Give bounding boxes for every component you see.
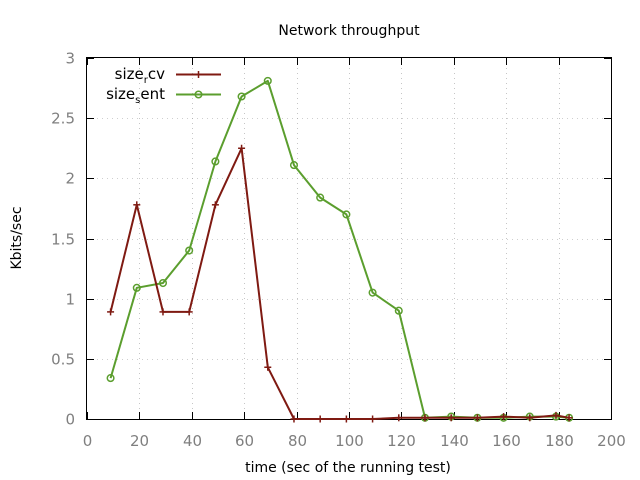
x-tick-label: 60 [235, 432, 254, 450]
x-tick-label: 20 [130, 432, 149, 450]
x-axis-title: time (sec of the running test) [245, 460, 451, 476]
data-point-size_rcv [211, 201, 219, 209]
data-point-size_rcv [185, 308, 193, 316]
y-tick-label: 2.5 [51, 110, 75, 128]
data-point-size_rcv [421, 414, 429, 422]
y-tick-label: 1.5 [51, 231, 75, 249]
data-point-size_rcv [369, 415, 377, 423]
x-tick-label: 200 [597, 432, 626, 450]
legend-entry-size_rcv: sizercv [115, 65, 221, 86]
data-point-size_rcv [133, 201, 141, 209]
data-point-size_rcv [316, 415, 324, 423]
x-tick-label: 40 [183, 432, 202, 450]
data-point-size_rcv [107, 308, 115, 316]
y-tick-label: 0 [65, 411, 75, 429]
legend-swatch-marker [194, 90, 203, 99]
data-point-size_rcv [565, 414, 573, 422]
data-point-size_rcv [395, 414, 403, 422]
y-tick-label: 3 [65, 50, 75, 68]
y-tick-label: 2 [65, 170, 75, 188]
x-tick-label: 80 [288, 432, 307, 450]
series-size_sent [106, 76, 574, 422]
axis-ticks: 0 20 40 60 80 100 120 140 160 180 200 0 0.5 1 1.5 2 2.5 3 [51, 50, 626, 451]
data-point-size_sent [185, 246, 194, 255]
data-point-size_rcv [500, 413, 508, 421]
legend-label: sizercv [115, 65, 165, 86]
data-point-size_rcv [552, 411, 560, 419]
data-point-size_sent [263, 76, 272, 85]
data-point-size_sent [342, 210, 351, 219]
series-line-size_rcv [109, 147, 570, 420]
data-point-size_sent [237, 92, 246, 101]
plot-frame [86, 57, 612, 420]
data-point-size_sent [158, 278, 168, 288]
data-point-size_sent [106, 374, 115, 383]
x-tick-label: 180 [545, 432, 574, 450]
series-size_rcv [107, 144, 573, 423]
data-point-size_sent [394, 306, 403, 315]
data-point-size_rcv [526, 414, 534, 422]
legend-entry-size_sent: sizesent [106, 85, 221, 106]
data-point-size_rcv [238, 144, 246, 152]
x-tick-label: 100 [335, 432, 364, 450]
x-tick-label: 160 [492, 432, 521, 450]
data-point-size_rcv [159, 308, 167, 316]
data-point-size_sent [211, 157, 220, 166]
x-tick-label: 0 [83, 432, 93, 450]
legend-swatch-marker [195, 71, 202, 78]
data-point-size_rcv [290, 415, 298, 423]
data-point-size_sent [132, 283, 141, 292]
data-point-size_sent [316, 193, 325, 202]
data-point-size_rcv [264, 363, 272, 371]
chart-title: Network throughput [278, 23, 420, 39]
series-line-size_sent [109, 79, 570, 419]
y-tick-label: 0.5 [51, 351, 75, 369]
x-tick-label: 120 [387, 432, 416, 450]
y-tick-label: 1 [65, 291, 75, 309]
grid [87, 58, 611, 419]
data-point-size_sent [289, 161, 299, 170]
y-axis-title: Kbits/sec [9, 206, 25, 269]
x-tick-label: 140 [440, 432, 469, 450]
legend-label: sizesent [106, 85, 165, 106]
data-point-size_rcv [473, 414, 481, 422]
data-point-size_rcv [342, 415, 350, 423]
series-layer [106, 76, 574, 423]
data-point-size_sent [368, 288, 377, 297]
data-point-size_rcv [447, 414, 455, 422]
